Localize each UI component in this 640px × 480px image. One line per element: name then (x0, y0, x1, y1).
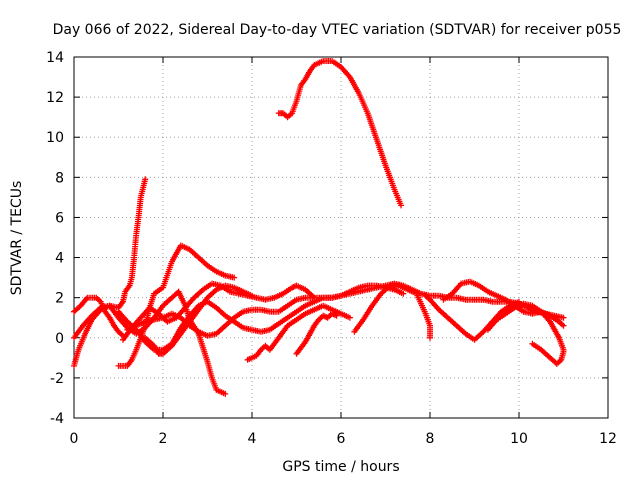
series-trace-12 (351, 282, 433, 341)
y-tick-labels: -4 -2 0 2 4 6 8 10 12 14 (46, 50, 64, 427)
series-trace-9 (244, 302, 353, 363)
data-series (71, 58, 567, 397)
series-trace-1 (71, 176, 149, 369)
x-tick-labels: 0 2 4 6 8 10 12 (70, 431, 617, 447)
x-tick-label: 4 (248, 431, 257, 447)
series-trace-8 (124, 294, 318, 339)
x-tick-label: 12 (599, 431, 617, 447)
y-tick-label: 10 (46, 130, 64, 146)
series-trace-11 (275, 58, 405, 209)
x-tick-label: 8 (426, 431, 435, 447)
data-point-marks (529, 340, 567, 367)
data-point-marks (440, 278, 567, 329)
y-tick-label: -4 (50, 411, 64, 427)
series-trace-16 (529, 340, 567, 367)
series-trace-14 (440, 278, 567, 329)
x-tick-label: 6 (337, 431, 346, 447)
data-point-marks (484, 300, 567, 353)
y-tick-label: 4 (55, 251, 64, 267)
data-point-marks (422, 292, 522, 343)
y-tick-label: 0 (55, 331, 64, 347)
data-point-marks (351, 282, 433, 341)
data-point-marks (244, 302, 353, 363)
y-tick-label: -2 (50, 371, 64, 387)
data-point-marks (275, 58, 405, 209)
x-tick-label: 0 (70, 431, 79, 447)
series-trace-15 (484, 300, 567, 353)
data-point-marks (293, 310, 340, 357)
series-trace-10 (293, 310, 340, 357)
chart-title: Day 066 of 2022, Sidereal Day-to-day VTE… (53, 22, 622, 38)
x-tick-label: 2 (159, 431, 168, 447)
data-point-marks (71, 176, 149, 369)
x-tick-label: 10 (510, 431, 528, 447)
x-axis-label: GPS time / hours (282, 459, 399, 475)
y-tick-label: 14 (46, 50, 64, 66)
axis-ticks (73, 56, 609, 419)
y-axis-label: SDTVAR / TECUs (9, 181, 25, 296)
grid-lines (74, 57, 608, 418)
y-tick-label: 6 (55, 210, 64, 226)
data-point-marks (124, 294, 318, 339)
y-tick-label: 12 (46, 90, 64, 106)
series-trace-13 (422, 292, 522, 343)
y-tick-label: 2 (55, 291, 64, 307)
y-tick-label: 8 (55, 170, 64, 186)
